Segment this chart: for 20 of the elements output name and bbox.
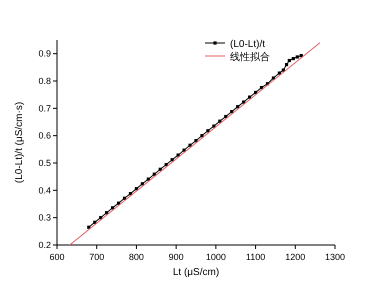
y-tick-label: 0.7 [38,103,51,114]
y-axis-title: (L0-Lt)/t (μS/cm·s) [14,102,25,184]
x-tick-label: 1300 [324,252,346,262]
y-tick-label: 0.4 [38,185,51,196]
y-tick-label: 0.6 [38,130,51,141]
y-tick-label: 0.8 [38,76,51,86]
x-tick-label: 1200 [285,252,306,262]
x-tick-label: 900 [168,252,184,262]
x-tick-label: 600 [49,252,65,262]
y-tick-label: 0.3 [38,212,51,223]
x-tick-label: 1100 [246,252,266,262]
x-tick-label: 700 [89,252,104,262]
legend-label: (L0-Lt)/t [230,39,266,50]
y-tick-label: 0.5 [38,158,51,168]
y-tick-label: 0.9 [38,48,51,59]
x-tick-label: 1000 [206,252,226,262]
x-tick-label: 800 [128,252,144,262]
y-tick-label: 0.2 [38,240,51,250]
legend-label: 线性拟合 [230,51,270,63]
x-axis-title: Lt (μS/cm) [172,267,220,278]
